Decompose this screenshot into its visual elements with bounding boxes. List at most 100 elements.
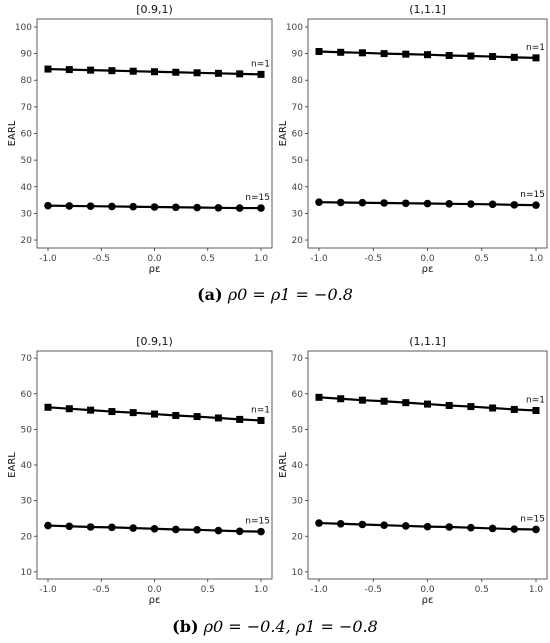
- panel2-ylabel: EARL: [278, 120, 289, 146]
- panel3-ylabel: EARL: [7, 452, 18, 478]
- panel1-ytick-label: 20: [21, 236, 33, 246]
- panel4-xlabel: ρε: [422, 595, 434, 606]
- panel3-point-n15: [129, 524, 137, 532]
- panel3-point-n15: [86, 523, 95, 531]
- panel2-point-n15: [380, 199, 388, 207]
- panel2-xtick-label: 1.0: [529, 254, 544, 264]
- panel4-point-n15: [380, 521, 388, 530]
- panel3-point-n1: [236, 415, 244, 423]
- panel3-point-n1: [214, 414, 222, 422]
- panel2-point-n1: [532, 54, 540, 62]
- panel3-point-n15: [193, 526, 201, 534]
- panel2-ytick-label: 60: [292, 130, 304, 140]
- panel4-title: (1,1.1]: [409, 335, 446, 348]
- panel1-point-n15: [150, 203, 159, 211]
- panel4-point-n15: [336, 519, 345, 528]
- panel4-point-n1: [489, 404, 497, 412]
- panel1-point-n15: [129, 202, 137, 211]
- panel1-point-n15: [235, 204, 244, 212]
- panel2-series-label-n15: n=15: [520, 190, 545, 200]
- panel1-ytick-label: 70: [21, 103, 33, 113]
- panel3-point-n1: [151, 410, 158, 418]
- panel2-point-n1: [380, 50, 388, 58]
- panel2-point-n15: [402, 199, 410, 208]
- panel4-point-n1: [380, 397, 388, 405]
- caption-a-text: ρ0 = ρ1 = −0.8: [227, 285, 353, 304]
- panel3-point-n1: [65, 405, 73, 413]
- panel3-ytick-label: 40: [21, 461, 33, 471]
- caption-b-text: ρ0 = −0.4, ρ1 = −0.8: [203, 617, 378, 636]
- panel3-point-n15: [257, 527, 265, 536]
- panel2-point-n1: [337, 48, 345, 56]
- panel1-series-label-n15: n=15: [245, 193, 270, 203]
- panel2-point-n1: [489, 53, 497, 61]
- panel3-ytick-label: 20: [21, 532, 33, 542]
- panel4-xtick-label: -1.0: [310, 585, 328, 595]
- panel3-xtick-label: 1.0: [254, 585, 269, 595]
- panel2-xtick-label: -1.0: [310, 254, 328, 264]
- panel1-xtick-label: 1.0: [254, 254, 269, 264]
- panel2-series-label-n1: n=1: [526, 43, 545, 53]
- panel3-point-n1: [44, 403, 52, 411]
- panel2-ytick-label: 40: [292, 183, 304, 193]
- panel2-point-n1: [510, 53, 518, 61]
- panel2-point-n15: [445, 199, 454, 208]
- panel1-point-n15: [65, 202, 74, 210]
- panel4-point-n15: [358, 520, 367, 529]
- panel2-title: (1,1.1]: [409, 3, 446, 16]
- caption-b-label: b: [179, 617, 191, 636]
- panel1-xlabel: ρε: [149, 264, 161, 275]
- panel1-point-n1: [129, 67, 137, 75]
- panel4-xtick-label: 1.0: [529, 585, 544, 595]
- panel1-ylabel: EARL: [7, 120, 18, 146]
- panel2-xtick-label: 0.5: [475, 254, 489, 264]
- panel1-point-n1: [193, 69, 201, 77]
- panel4-point-n1: [337, 395, 345, 403]
- panel2-point-n15: [336, 198, 345, 207]
- panel1-point-n15: [257, 204, 265, 212]
- panel4-point-n1: [424, 400, 431, 408]
- panel2-point-n1: [424, 51, 431, 59]
- panel1-xtick-label: 0.5: [201, 254, 215, 264]
- panel2-xtick-label: -0.5: [364, 254, 382, 264]
- panel3-point-n15: [150, 524, 159, 533]
- panel1-point-n1: [87, 66, 95, 74]
- panel4-xtick-label: -0.5: [364, 585, 382, 595]
- panel1-point-n1: [108, 67, 116, 75]
- panel3-xlabel: ρε: [149, 595, 161, 606]
- panel4-point-n15: [532, 525, 540, 534]
- panel1-point-n1: [257, 70, 265, 78]
- panel1-point-n15: [193, 203, 201, 212]
- caption-b: (b) ρ0 = −0.4, ρ1 = −0.8: [172, 617, 378, 636]
- panel3-point-n15: [172, 525, 180, 534]
- caption-a: (a) ρ0 = ρ1 = −0.8: [197, 285, 353, 304]
- panel2-point-n15: [467, 200, 475, 208]
- panel4-point-n15: [488, 524, 497, 533]
- panel2-ytick-label: 30: [292, 209, 304, 219]
- panel4-ytick-label: 30: [292, 497, 304, 507]
- panel1-point-n1: [214, 69, 222, 77]
- panel1-ytick-label: 60: [21, 130, 33, 140]
- panel2-point-n1: [402, 50, 410, 58]
- panel1-point-n15: [86, 202, 95, 210]
- panel4-series-label-n15: n=15: [520, 514, 545, 524]
- panel4-point-n15: [467, 523, 475, 532]
- panel1-xtick-label: -1.0: [39, 254, 57, 264]
- panel1-point-n1: [172, 68, 180, 76]
- panel4-point-n1: [445, 402, 453, 410]
- caption-a-label: a: [204, 285, 216, 304]
- panel3-point-n15: [235, 527, 244, 536]
- panel1-frame: [36, 18, 273, 249]
- panel2-point-n1: [358, 49, 366, 57]
- panel3-ytick-label: 10: [21, 568, 33, 578]
- panel3-ytick-label: 50: [21, 425, 33, 435]
- panel2-point-n15: [532, 201, 540, 209]
- panel4-ytick-label: 70: [292, 354, 304, 364]
- panel3-point-n1: [172, 411, 180, 419]
- panel3-point-n15: [44, 521, 52, 530]
- panel4-ylabel: EARL: [278, 452, 289, 478]
- panel1-point-n1: [65, 66, 73, 74]
- panel3-point-n15: [108, 523, 116, 532]
- panel3-point-n1: [129, 409, 137, 417]
- panel2-xtick-label: 0.0: [420, 254, 435, 264]
